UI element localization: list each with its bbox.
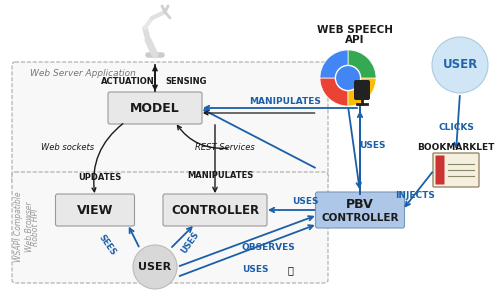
Text: CONTROLLER: CONTROLLER bbox=[171, 203, 259, 217]
Text: 🎤: 🎤 bbox=[287, 265, 293, 275]
Text: MANIPULATES: MANIPULATES bbox=[187, 170, 253, 179]
Circle shape bbox=[133, 245, 177, 289]
Wedge shape bbox=[348, 50, 376, 78]
Text: Robot HPI: Robot HPI bbox=[32, 208, 40, 246]
FancyBboxPatch shape bbox=[56, 194, 134, 226]
Wedge shape bbox=[348, 78, 376, 106]
Text: Web Server Application: Web Server Application bbox=[30, 69, 136, 78]
Text: UPDATES: UPDATES bbox=[78, 173, 122, 182]
FancyBboxPatch shape bbox=[12, 62, 328, 183]
Text: SEES: SEES bbox=[96, 233, 117, 257]
Text: USES: USES bbox=[180, 230, 201, 255]
Text: PBV: PBV bbox=[346, 198, 374, 211]
FancyBboxPatch shape bbox=[354, 80, 370, 100]
Text: BOOKMARKLET: BOOKMARKLET bbox=[418, 143, 494, 152]
Wedge shape bbox=[320, 78, 348, 106]
Circle shape bbox=[432, 37, 488, 93]
FancyBboxPatch shape bbox=[108, 92, 202, 124]
Text: MANIPULATES: MANIPULATES bbox=[249, 97, 321, 107]
FancyBboxPatch shape bbox=[433, 153, 479, 187]
Text: Web sockets: Web sockets bbox=[42, 143, 94, 152]
Text: INJECTS: INJECTS bbox=[395, 190, 435, 200]
FancyBboxPatch shape bbox=[436, 156, 444, 184]
Text: SENSING: SENSING bbox=[165, 78, 207, 86]
Text: ACTUATION: ACTUATION bbox=[101, 78, 155, 86]
Text: VIEW: VIEW bbox=[77, 203, 113, 217]
Text: MODEL: MODEL bbox=[130, 102, 180, 115]
Text: USER: USER bbox=[138, 262, 172, 272]
Text: API: API bbox=[345, 35, 365, 45]
FancyBboxPatch shape bbox=[316, 192, 404, 228]
Wedge shape bbox=[320, 50, 348, 78]
FancyBboxPatch shape bbox=[163, 194, 267, 226]
Circle shape bbox=[336, 65, 360, 91]
Text: CLICKS: CLICKS bbox=[438, 124, 474, 132]
Text: USES: USES bbox=[242, 266, 268, 274]
FancyBboxPatch shape bbox=[12, 172, 328, 283]
Text: USER: USER bbox=[442, 59, 478, 72]
Text: USES: USES bbox=[292, 198, 318, 206]
Text: USES: USES bbox=[359, 140, 385, 149]
Text: WSAPI Compatible
Web Browser: WSAPI Compatible Web Browser bbox=[14, 192, 34, 262]
Text: CONTROLLER: CONTROLLER bbox=[321, 213, 399, 223]
Text: REST Services: REST Services bbox=[195, 143, 255, 152]
Text: WEB SPEECH: WEB SPEECH bbox=[317, 25, 393, 35]
Text: OBSERVES: OBSERVES bbox=[241, 244, 295, 252]
